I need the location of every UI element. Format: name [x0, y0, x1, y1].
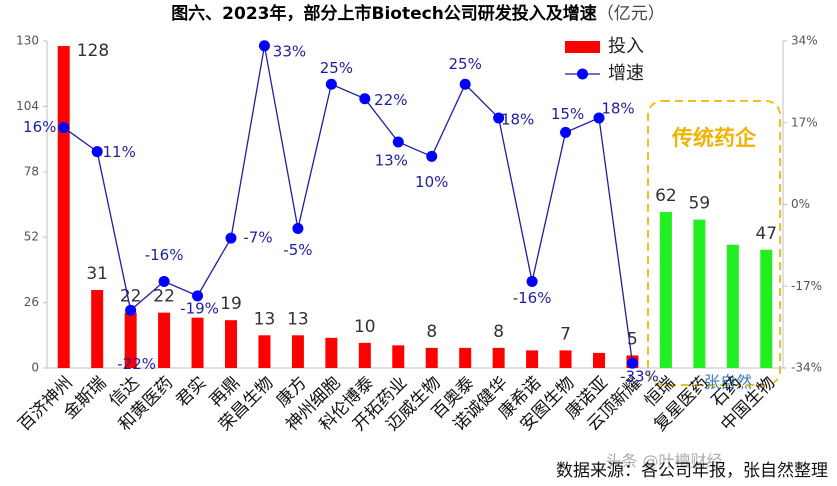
bar [325, 337, 338, 368]
bar [526, 350, 539, 368]
bar-label: 13 [287, 309, 309, 329]
bar [593, 352, 605, 368]
bar-label: 22 [120, 287, 142, 307]
line-marker [459, 78, 471, 90]
line-label: -16% [145, 246, 184, 264]
bar-label: 8 [493, 322, 504, 342]
bar [726, 244, 739, 368]
line-marker [426, 150, 438, 162]
bar [291, 335, 304, 368]
line-label: 33% [273, 42, 306, 60]
y-tick-label: 104 [16, 99, 39, 113]
bar-label: 5 [627, 329, 638, 349]
bar [760, 249, 773, 368]
y2-tick-label: -34% [791, 361, 822, 375]
bar [559, 350, 572, 368]
line-marker [626, 357, 638, 369]
y-tick-label: 130 [16, 34, 39, 48]
line-label: -16% [513, 289, 552, 307]
y-tick-label: 78 [24, 164, 39, 178]
bar [459, 347, 472, 368]
line-label: -5% [283, 241, 312, 259]
bar-label: 62 [655, 186, 677, 206]
bar [492, 347, 505, 368]
annotation-text: 传统药企 [671, 126, 757, 150]
line [63, 45, 634, 364]
line-marker [593, 112, 605, 124]
line-marker [325, 78, 337, 90]
line-marker [258, 40, 270, 52]
bar [91, 290, 104, 368]
line-marker [58, 122, 70, 134]
bar-label: 8 [426, 322, 437, 342]
bar-label: 59 [689, 194, 711, 214]
y2-tick-label: -17% [791, 279, 822, 293]
line-marker [192, 290, 204, 302]
source-note: 数据来源：各公司年报，张自然整理 [556, 461, 828, 481]
bar [191, 317, 204, 368]
bar [392, 345, 405, 368]
line-label: 18% [601, 99, 634, 117]
line-label: 22% [374, 91, 407, 109]
bar-label: 31 [86, 264, 108, 284]
title-main: 图六、2023年，部分上市Biotech公司研发投入及增速 [171, 3, 597, 24]
line-marker [526, 275, 538, 287]
watermark: 张自然 [704, 373, 752, 392]
line-marker [292, 223, 304, 235]
line-label: 25% [320, 59, 353, 77]
line-label: 25% [449, 55, 482, 73]
y-tick-label: 52 [24, 230, 39, 244]
line-label: -22% [117, 355, 156, 373]
bar [158, 312, 171, 368]
line-label: -33% [620, 368, 659, 386]
bar [358, 342, 371, 368]
chart-title: 图六、2023年，部分上市Biotech公司研发投入及增速（亿元） [171, 3, 665, 24]
bar-label: 19 [220, 294, 242, 314]
bar [693, 219, 706, 368]
line-label: -19% [180, 299, 219, 317]
y2-tick-label: 34% [791, 34, 818, 48]
line-marker [91, 146, 103, 158]
line-label: 16% [23, 118, 56, 136]
legend-marker [577, 68, 588, 80]
line-marker [158, 275, 170, 287]
line-marker [493, 112, 505, 124]
line-marker [125, 304, 137, 316]
line-label: 15% [551, 105, 584, 123]
legend-swatch [565, 41, 600, 53]
bar [225, 320, 237, 368]
bar [425, 347, 438, 368]
y-tick-label: 26 [24, 295, 39, 309]
bar [258, 335, 271, 368]
line-marker [359, 93, 371, 105]
legend-label: 投入 [608, 36, 644, 57]
line-label: 10% [415, 173, 448, 191]
bar-label: 7 [560, 324, 571, 344]
x-tick-label: 君实 [172, 373, 210, 411]
line-label: -7% [243, 229, 272, 247]
line-marker [392, 136, 404, 148]
bar-label: 128 [77, 41, 109, 61]
line-marker [560, 126, 572, 138]
bar-label: 13 [254, 309, 276, 329]
credit: 头条 @叶檀财经 [605, 452, 722, 471]
bar-label: 47 [755, 224, 777, 244]
y-tick-label: 0 [31, 361, 39, 375]
bar [57, 46, 70, 369]
bar [124, 312, 137, 368]
line-label: 13% [375, 151, 408, 169]
line-label: 11% [103, 143, 136, 161]
y2-tick-label: 0% [791, 197, 810, 211]
bar-label: 10 [354, 317, 376, 337]
legend-label: 增速 [608, 63, 644, 84]
y2-tick-label: 17% [791, 115, 818, 129]
title-unit: （亿元） [597, 4, 665, 24]
annotation-box [647, 100, 781, 386]
bar-label: 22 [153, 287, 175, 307]
line-marker [225, 232, 237, 244]
bar [659, 212, 672, 368]
line-label: 18% [501, 110, 534, 128]
